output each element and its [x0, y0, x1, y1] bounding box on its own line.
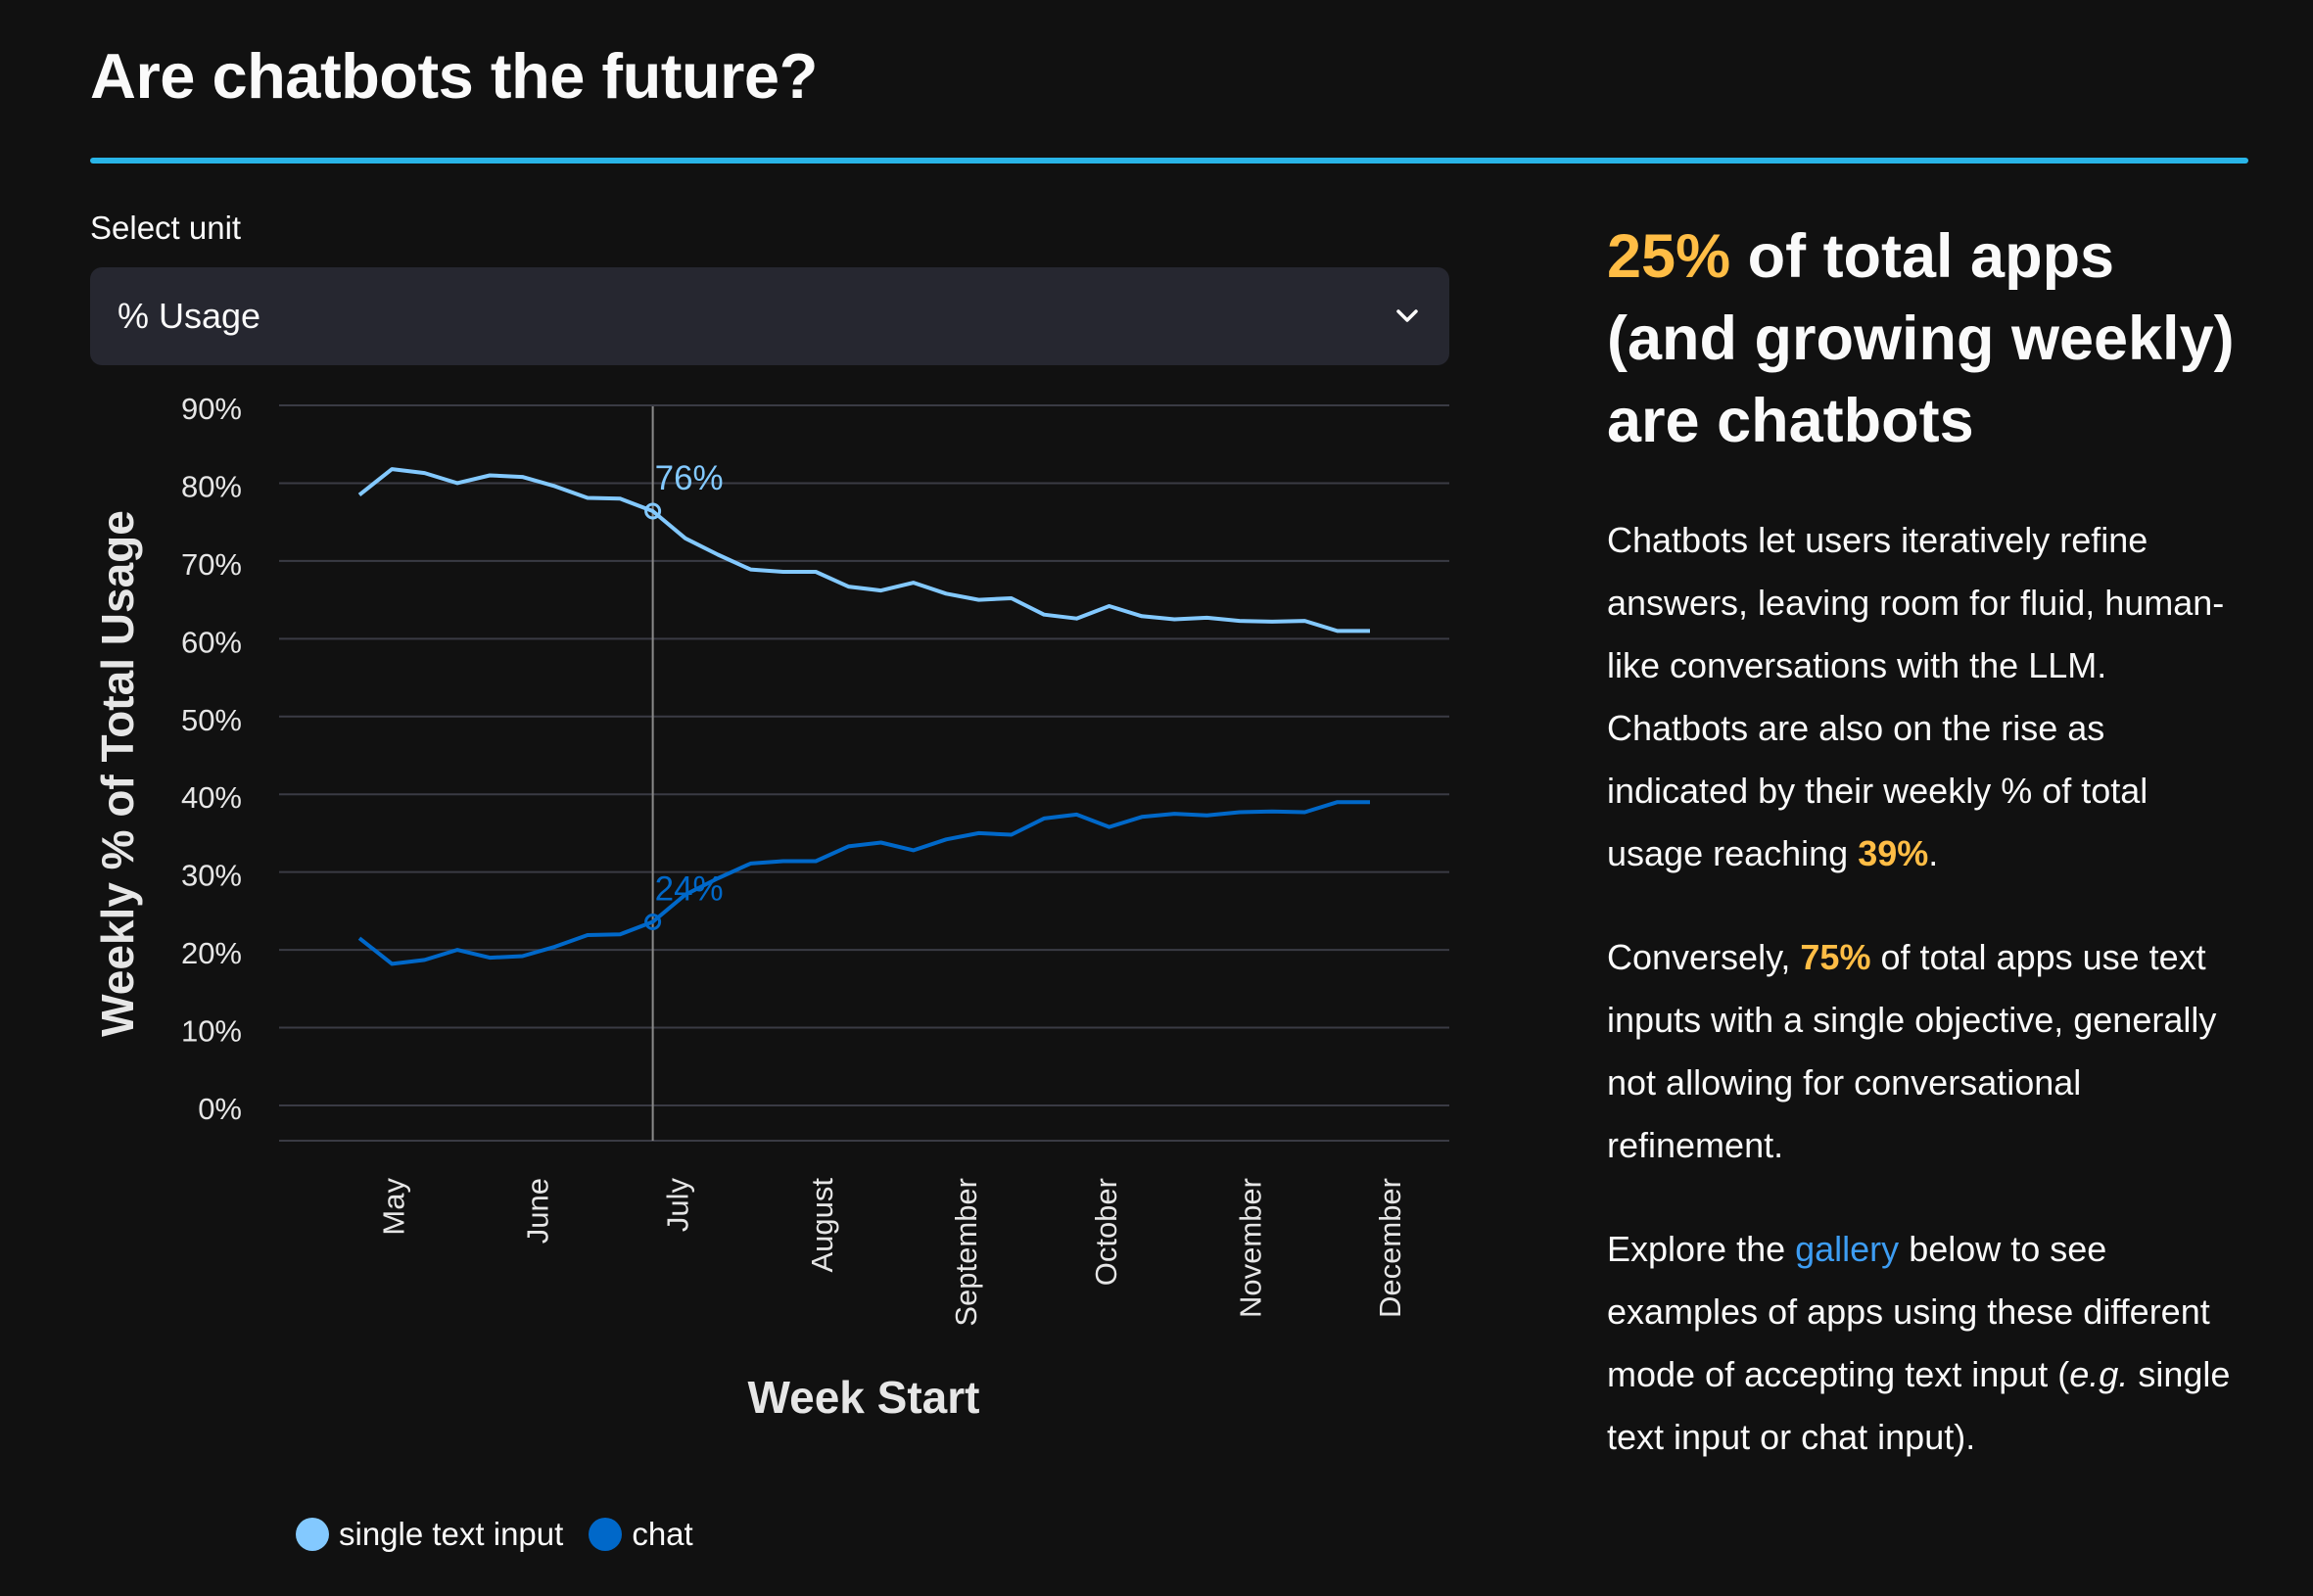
p3-italic: e.g.	[2069, 1354, 2129, 1394]
p1-end: .	[1928, 833, 1939, 873]
p1-accent: 39%	[1858, 833, 1929, 873]
x-tick-label: October	[1089, 1178, 1123, 1286]
headline-accent: 25%	[1607, 222, 1731, 291]
p1-text: Chatbots let users iteratively refine an…	[1607, 520, 2225, 873]
y-tick-label: 50%	[181, 703, 242, 737]
y-tick-label: 90%	[181, 392, 242, 426]
select-unit-dropdown[interactable]: % Usage	[90, 267, 1449, 365]
summary-headline: 25% of total apps (and growing weekly) a…	[1607, 215, 2243, 462]
title-divider	[90, 158, 2248, 164]
select-unit-value: % Usage	[118, 296, 261, 336]
legend-item-single-text-input[interactable]: single text input	[296, 1516, 563, 1553]
page-title: Are chatbots the future?	[90, 40, 818, 112]
series-line-chat	[357, 800, 1370, 966]
legend-label-chat: chat	[632, 1516, 693, 1552]
x-tick-label: November	[1233, 1178, 1267, 1318]
y-axis-title: Weekly % of Total Usage	[92, 510, 143, 1037]
hover-point-single-text-input	[644, 502, 662, 520]
legend-label-single-text-input: single text input	[339, 1516, 564, 1552]
legend-item-chat[interactable]: chat	[589, 1516, 693, 1553]
y-tick-label: 70%	[181, 547, 242, 582]
hover-point-chat	[644, 914, 662, 931]
p3-mid: below to see examples of apps using thes…	[1607, 1229, 2210, 1394]
y-tick-label: 20%	[181, 936, 242, 970]
x-tick-label: August	[805, 1178, 839, 1273]
hover-label-chat: 24%	[655, 870, 724, 909]
p3-start: Explore the	[1607, 1229, 1796, 1269]
x-tick-label: July	[660, 1178, 694, 1233]
x-tick-label: June	[521, 1178, 555, 1244]
usage-chart: Weekly % of Total Usage 0% 10% 20% 30% 40% 50…	[90, 392, 1481, 1430]
summary-paragraph-3: Explore the gallery below to see example…	[1607, 1218, 2243, 1469]
chevron-down-icon[interactable]	[1393, 302, 1422, 331]
summary-paragraph-2: Conversely, 75% of total apps use text i…	[1607, 926, 2243, 1177]
y-tick-label: 80%	[181, 469, 242, 503]
legend-dot-single-text-input	[296, 1518, 329, 1551]
select-unit-label: Select unit	[90, 210, 242, 246]
y-tick-label: 60%	[181, 625, 242, 659]
hover-label-single-text-input: 76%	[655, 459, 724, 497]
x-tick-label: September	[949, 1178, 983, 1327]
legend-dot-chat	[589, 1518, 623, 1551]
p2-start: Conversely,	[1607, 937, 1801, 977]
series-line-single-text-input	[357, 467, 1370, 634]
y-tick-label: 10%	[181, 1014, 242, 1049]
chart-legend: single text input chat	[296, 1516, 693, 1553]
p3-end: single text input or chat input).	[1607, 1354, 2231, 1457]
headline-text: of total apps (and growing weekly) are c…	[1607, 222, 2235, 455]
p2-rest: of total apps use text inputs with a sin…	[1607, 937, 2217, 1165]
x-axis-title: Week Start	[747, 1372, 980, 1423]
y-tick-label: 30%	[181, 859, 242, 893]
chart-plot[interactable]: 0% 10% 20% 30% 40% 50% 60% 70% 80% 90% May June July…	[90, 392, 1481, 1351]
p2-accent: 75%	[1800, 937, 1871, 977]
gallery-link[interactable]: gallery	[1795, 1229, 1900, 1269]
x-tick-label: May	[376, 1178, 410, 1236]
summary-paragraph-1: Chatbots let users iteratively refine an…	[1607, 509, 2243, 885]
y-tick-label: 40%	[181, 780, 242, 815]
summary-panel: 25% of total apps (and growing weekly) a…	[1607, 215, 2243, 1469]
x-tick-label: December	[1373, 1178, 1407, 1318]
y-tick-label: 0%	[198, 1092, 242, 1126]
